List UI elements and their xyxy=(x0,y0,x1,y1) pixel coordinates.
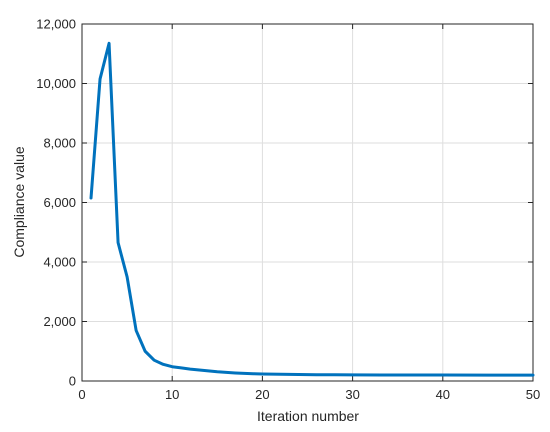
y-tick-label: 10,000 xyxy=(36,76,76,91)
y-tick-label: 6,000 xyxy=(43,195,76,210)
tick-labels: 0 10 20 30 40 50 0 2,000 4,000 6,000 8,000 10,000 12… xyxy=(36,17,540,403)
x-tick-label: 10 xyxy=(165,387,179,402)
x-tick-label: 30 xyxy=(345,387,359,402)
y-tick-label: 2,000 xyxy=(43,314,76,329)
y-tick-label: 4,000 xyxy=(43,255,76,270)
y-axis-label: Compliance value xyxy=(11,146,27,257)
x-tick-label: 20 xyxy=(255,387,269,402)
y-tick-label: 0 xyxy=(69,374,76,389)
series-layer xyxy=(89,41,535,377)
x-axis-label: Iteration number xyxy=(257,408,359,424)
x-tick-label: 50 xyxy=(526,387,540,402)
y-tick-label: 8,000 xyxy=(43,136,76,151)
y-tick-label: 12,000 xyxy=(36,17,76,32)
grid xyxy=(82,24,533,381)
series-line xyxy=(89,41,535,377)
axes xyxy=(81,23,534,382)
x-tick-label: 0 xyxy=(78,387,85,402)
x-tick-label: 40 xyxy=(436,387,450,402)
